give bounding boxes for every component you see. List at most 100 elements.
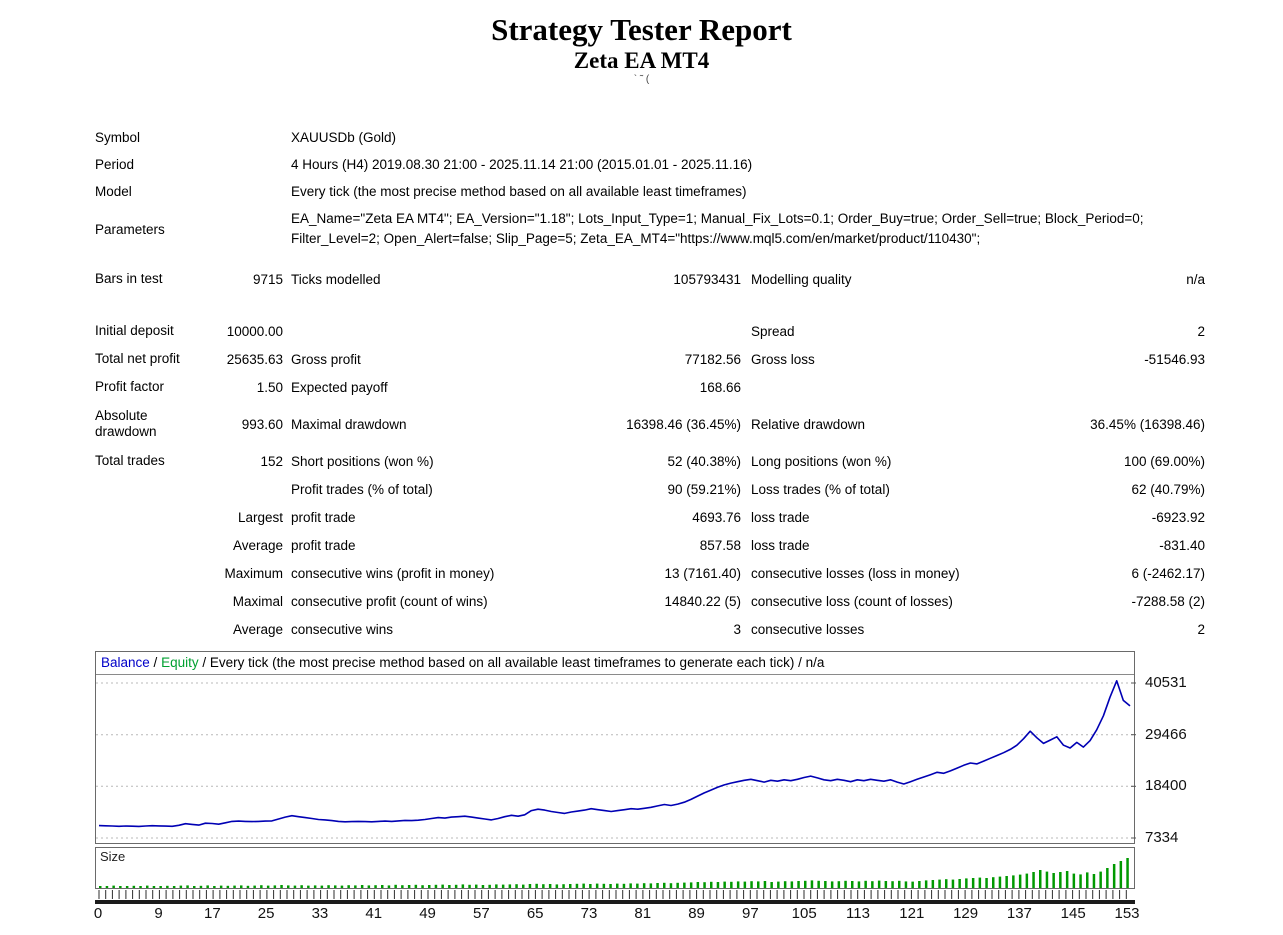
stat-value: 52 (40.38%) [667, 453, 741, 469]
stat-label: Loss trades (% of total) [751, 481, 890, 497]
stat-label: consecutive wins (profit in money) [291, 565, 495, 581]
stat-label: Expected payoff [291, 379, 388, 395]
stats-row: Bars in test 9715 Ticks modelled 105793431 M… [95, 265, 1205, 293]
stat-value: 13 (7161.40) [664, 565, 741, 581]
info-label: Symbol [95, 130, 141, 145]
stat-label: loss trade [751, 509, 810, 525]
report-table: Symbol XAUUSDb (Gold) Period 4 Hours (H4) 2… [95, 124, 1205, 643]
x-axis-label: 41 [365, 905, 383, 922]
x-axis-label: 25 [257, 905, 275, 922]
stat-label: consecutive losses (loss in money) [751, 565, 960, 581]
stats-row: Initial deposit 10000.00 Spread 2 [95, 317, 1205, 345]
stat-label: Absolute drawdown [95, 408, 157, 439]
legend-balance: Balance [101, 655, 150, 670]
stat-label: Long positions (won %) [751, 453, 892, 469]
x-axis-label: 0 [93, 905, 103, 922]
chart-legend: Balance / Equity / Every tick (the most … [96, 652, 1134, 675]
stat-value: 9715 [252, 271, 283, 287]
stat-label: Total trades [95, 453, 165, 468]
info-value: 4 Hours (H4) 2019.08.30 21:00 - 2025.11.… [291, 156, 753, 172]
strategy-tester-report: Strategy Tester Report Zeta EA MT4 ` ˜ (… [0, 12, 1283, 923]
legend-model-text: / Every tick (the most precise method ba… [198, 655, 825, 670]
x-axis-label: 105 [791, 905, 817, 922]
stat-label: Profit factor [95, 379, 165, 394]
stats-row: Absolute drawdown 993.60 Maximal drawdown 1… [95, 401, 1205, 447]
stat-value: Maximal [232, 593, 283, 609]
stat-value: Largest [237, 509, 283, 525]
balance-plot [96, 680, 1136, 839]
x-axis-label: 73 [580, 905, 598, 922]
x-axis-label: 33 [311, 905, 329, 922]
stats-section: Bars in test 9715 Ticks modelled 105793431 M… [95, 265, 1205, 643]
x-axis-label: 89 [688, 905, 705, 922]
stat-label: Modelling quality [751, 271, 852, 287]
x-axis-label: 113 [846, 905, 870, 922]
info-value: Every tick (the most precise method base… [291, 183, 747, 199]
stat-value: n/a [1186, 271, 1205, 287]
stat-label: Maximal drawdown [291, 416, 407, 432]
stat-label: loss trade [751, 537, 810, 553]
stat-value: -51546.93 [1144, 351, 1205, 367]
stats-row: Average consecutive wins 3 consecutive loss… [95, 615, 1205, 643]
legend-separator: / [149, 655, 162, 670]
x-axis-label: 17 [203, 905, 221, 922]
stat-value: 993.60 [241, 416, 283, 432]
stats-row: Largest profit trade 4693.76 loss trade -692… [95, 503, 1205, 531]
x-axis-label: 57 [473, 905, 490, 922]
info-row: Period 4 Hours (H4) 2019.08.30 21:00 - 20… [95, 151, 1205, 178]
stat-value: Average [232, 621, 283, 637]
stats-row: Profit factor 1.50 Expected payoff 168.66 [95, 373, 1205, 401]
stat-label: consecutive losses [751, 621, 865, 637]
stats-row: Total net profit 25635.63 Gross profit 7718… [95, 345, 1205, 373]
x-axis-label: 81 [634, 905, 652, 922]
stat-label: Relative drawdown [751, 416, 866, 432]
stat-value: 36.45% (16398.46) [1090, 416, 1205, 432]
balance-chart: Balance / Equity / Every tick (the most … [93, 651, 1187, 923]
stat-value: 62 (40.79%) [1131, 481, 1205, 497]
report-subtitle: Zeta EA MT4 [573, 48, 710, 73]
x-axis-labels: 0 9 17 25 33 41 49 57 65 73 81 89 97 105 113 121 129 137 1… [93, 905, 1140, 923]
legend-equity: Equity [161, 655, 199, 670]
stat-value: 857.58 [699, 537, 741, 553]
y-axis-label: 7334 [1145, 829, 1179, 846]
stat-value: Maximum [224, 565, 283, 581]
stat-value: 77182.56 [684, 351, 741, 367]
x-axis-ruler [98, 890, 1127, 899]
x-axis-label: 65 [526, 905, 544, 922]
x-axis-label: 145 [1060, 905, 1086, 922]
x-axis-label: 9 [154, 905, 163, 922]
stat-label: Total net profit [95, 351, 180, 366]
stats-row: Maximal consecutive profit (count of wins… [95, 587, 1205, 615]
info-label: Parameters [95, 221, 165, 237]
stats-row: Profit trades (% of total) 90 (59.21%) Los… [95, 475, 1205, 503]
stat-value: 168.66 [699, 379, 741, 395]
stat-value: 10000.00 [226, 323, 283, 339]
info-row: Symbol XAUUSDb (Gold) [95, 124, 1205, 151]
stat-value: 2 [1197, 323, 1205, 339]
x-axis-label: 97 [742, 905, 759, 922]
stat-label: Gross loss [751, 351, 815, 367]
stat-value: Average [232, 537, 283, 553]
stat-value: 152 [260, 453, 283, 469]
size-panel: Size [95, 847, 1135, 889]
info-label: Period [95, 157, 135, 172]
stat-label: Gross profit [291, 351, 361, 367]
x-axis-label: 49 [419, 905, 436, 922]
stat-label: consecutive loss (count of losses) [751, 593, 953, 609]
stats-row: Maximum consecutive wins (profit in money… [95, 559, 1205, 587]
stat-value: 25635.63 [226, 351, 283, 367]
stat-label: consecutive profit (count of wins) [291, 593, 488, 609]
stat-value: -6923.92 [1151, 509, 1205, 525]
report-title: Strategy Tester Report [491, 12, 792, 47]
stat-value: -7288.58 (2) [1131, 593, 1205, 609]
stat-label: profit trade [291, 509, 356, 525]
stat-value: 6 (-2462.17) [1131, 565, 1205, 581]
stat-value: 105793431 [673, 271, 741, 287]
info-row: Parameters EA_Name="Zeta EA MT4"; EA_Vers… [95, 205, 1205, 253]
x-axis-label: 121 [899, 905, 925, 922]
chart-box: Balance / Equity / Every tick (the most … [95, 651, 1136, 844]
stat-label: consecutive wins [291, 621, 394, 637]
stat-value: 100 (69.00%) [1123, 453, 1205, 469]
y-axis-label: 18400 [1145, 777, 1187, 795]
stats-row: Average profit trade 857.58 loss trade -831.… [95, 531, 1205, 559]
